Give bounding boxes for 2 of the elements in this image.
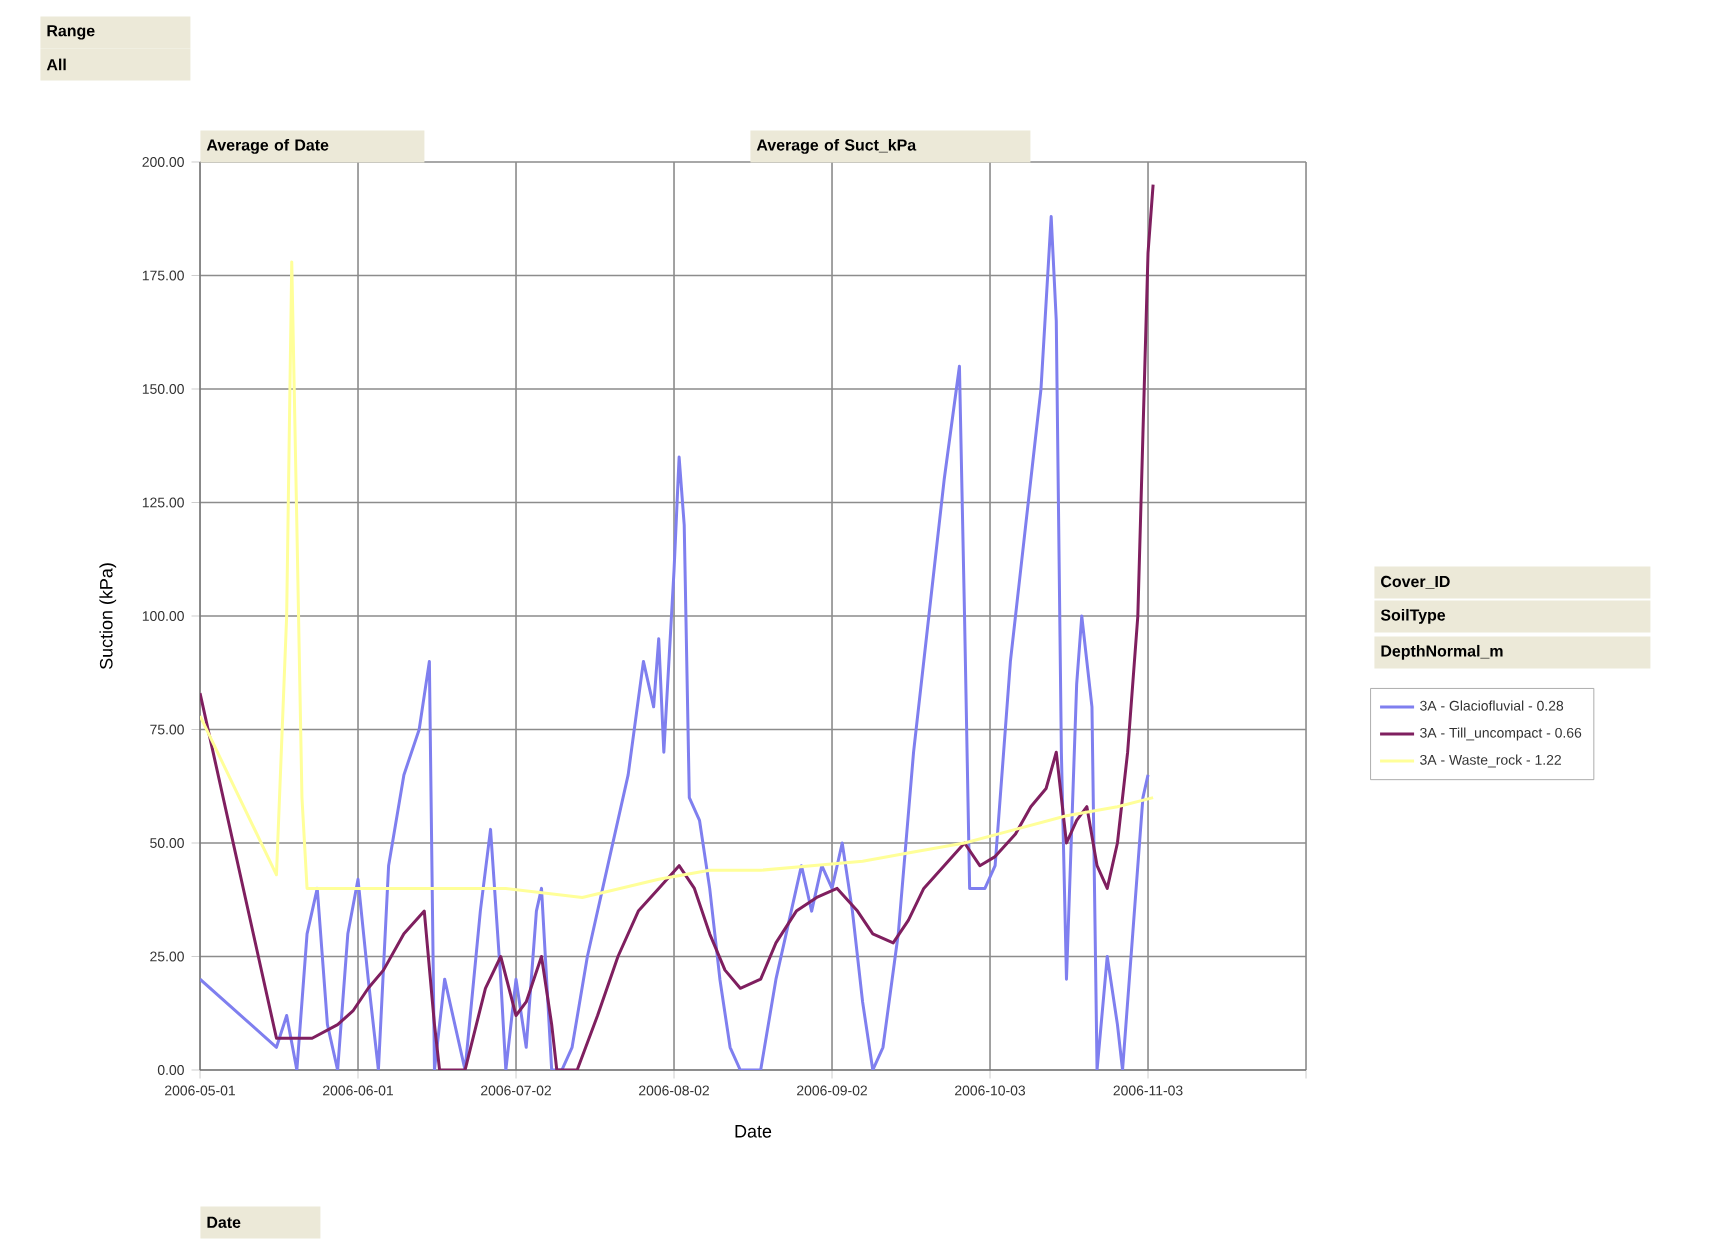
x-axis-title: Date — [735, 1125, 772, 1138]
y-axis-title: Suction (kPa) — [99, 563, 117, 670]
